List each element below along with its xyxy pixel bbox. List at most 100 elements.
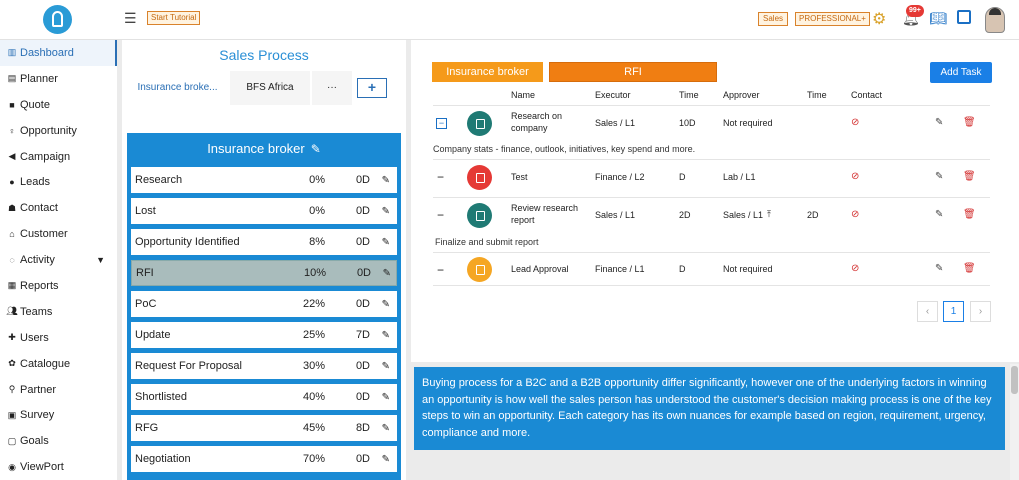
- task-name: Research on company: [511, 111, 563, 133]
- tab-more[interactable]: ···: [312, 71, 352, 105]
- sidebar-item-partner[interactable]: ⚲ Partner: [0, 377, 117, 403]
- add-task-button[interactable]: Add Task: [930, 62, 992, 83]
- edit-icon[interactable]: ✎: [935, 117, 944, 128]
- approver-time: 2D: [807, 210, 819, 220]
- edit-icon[interactable]: ✎: [381, 236, 390, 248]
- stage-percent: 8%: [309, 236, 325, 248]
- gear-icon[interactable]: ⚙: [872, 11, 887, 28]
- window-icon[interactable]: [957, 10, 971, 24]
- stage-days: 0D: [355, 391, 370, 403]
- sidebar-item-opportunity[interactable]: ♀ Opportunity: [0, 118, 117, 144]
- edit-icon[interactable]: ✎: [935, 263, 944, 274]
- tab-bfs-africa[interactable]: BFS Africa: [230, 71, 310, 105]
- stage-percent: 45%: [302, 422, 325, 434]
- task-approver: Not required: [723, 118, 773, 128]
- edit-icon[interactable]: ✎: [381, 360, 390, 372]
- stage-days: 0D: [355, 174, 370, 186]
- pager-prev-button[interactable]: ‹: [917, 301, 938, 322]
- sales-tag[interactable]: Sales: [758, 12, 789, 26]
- avatar[interactable]: [985, 7, 1005, 33]
- briefcase-icon: ■: [9, 99, 15, 110]
- no-contact-icon[interactable]: ⊘: [851, 171, 860, 182]
- stage-row[interactable]: Negotiation 70% 0D ✎: [131, 446, 397, 472]
- edit-icon[interactable]: ✎: [381, 298, 390, 310]
- edit-icon[interactable]: ✎: [381, 391, 390, 403]
- edit-icon[interactable]: ✎: [382, 267, 391, 279]
- sidebar-item-dashboard[interactable]: ▥ Dashboard: [0, 40, 117, 66]
- planner-icon: ▤: [7, 73, 17, 84]
- task-node-icon: [467, 165, 492, 190]
- table-row[interactable]: − Lead Approval Finance / L1 D Not requi…: [433, 252, 990, 286]
- stage-percent: 25%: [302, 329, 325, 341]
- chevron-down-icon[interactable]: ▼: [96, 255, 105, 266]
- current-process-label: Insurance broker: [432, 62, 543, 82]
- sidebar-item-label: Planner: [20, 72, 58, 85]
- pager-next-button[interactable]: ›: [970, 301, 991, 322]
- no-contact-icon[interactable]: ⊘: [851, 117, 860, 128]
- menu-toggle-icon[interactable]: ☰: [124, 10, 137, 26]
- sidebar-item-leads[interactable]: ● Leads: [0, 169, 117, 195]
- table-row[interactable]: − Test Finance / L2 D Lab / L1 ⊘ ✎ 🗑︎: [433, 159, 990, 193]
- sidebar-item-catalogue[interactable]: ✿ Catalogue: [0, 351, 117, 377]
- edit-icon[interactable]: ✎: [935, 171, 944, 182]
- book-icon[interactable]: 📖︎: [929, 10, 947, 26]
- stage-row[interactable]: Opportunity Identified 8% 0D ✎: [131, 229, 397, 255]
- add-process-button[interactable]: +: [357, 78, 387, 98]
- trash-icon[interactable]: 🗑︎: [963, 209, 976, 220]
- edit-icon[interactable]: ✎: [381, 205, 390, 217]
- upload-icon[interactable]: ⤒: [767, 209, 771, 219]
- pager-page-button[interactable]: 1: [943, 301, 964, 322]
- start-tutorial-button[interactable]: Start Tutorial: [147, 11, 201, 25]
- stage-list: Insurance broker ✎ Research 0% 0D ✎ Lost 0% 0D…: [127, 133, 401, 480]
- sidebar-item-users[interactable]: ✚ Users: [0, 325, 117, 351]
- trash-icon[interactable]: 🗑︎: [963, 263, 976, 274]
- stage-days: 0D: [355, 360, 370, 372]
- sidebar-item-planner[interactable]: ▤ Planner: [0, 66, 117, 92]
- sidebar-item-activity[interactable]: ◌ Activity ▼: [0, 247, 117, 273]
- stage-row[interactable]: Research 0% 0D ✎: [131, 167, 397, 193]
- sidebar-item-contact[interactable]: ☗ Contact: [0, 195, 117, 221]
- sidebar-item-teams[interactable]: 👥︎ Teams: [0, 299, 117, 325]
- sidebar-item-customer[interactable]: ⌂ Customer: [0, 221, 117, 247]
- dash-icon: −: [437, 170, 445, 184]
- sidebar-item-goals[interactable]: ▢ Goals: [0, 428, 117, 454]
- sidebar-item-campaign[interactable]: ◀ Campaign: [0, 144, 117, 170]
- scrollbar-thumb[interactable]: [1011, 366, 1018, 394]
- plan-tag[interactable]: PROFESSIONAL+: [795, 12, 870, 26]
- add-user-icon: ✚: [8, 332, 16, 343]
- edit-icon[interactable]: ✎: [935, 209, 944, 220]
- stage-row[interactable]: Shortlisted 40% 0D ✎: [131, 384, 397, 410]
- stage-row[interactable]: Request For Proposal 30% 0D ✎: [131, 353, 397, 379]
- edit-icon[interactable]: ✎: [381, 174, 390, 186]
- trash-icon[interactable]: 🗑︎: [963, 171, 976, 182]
- task-time: D: [679, 172, 686, 182]
- edit-icon[interactable]: ✎: [381, 453, 390, 465]
- no-contact-icon[interactable]: ⊘: [851, 209, 860, 220]
- stage-row[interactable]: Update 25% 7D ✎: [131, 322, 397, 348]
- trash-icon[interactable]: 🗑︎: [963, 117, 976, 128]
- stage-row[interactable]: RFG 45% 8D ✎: [131, 415, 397, 441]
- stage-days: 0D: [355, 298, 370, 310]
- sidebar-item-quote[interactable]: ■ Quote: [0, 92, 117, 118]
- tab-insurance-broker[interactable]: Insurance broke...: [127, 71, 228, 105]
- stage-name: PoC: [135, 298, 157, 310]
- column-header: Name: [511, 90, 536, 100]
- edit-icon[interactable]: ✎: [381, 422, 390, 434]
- task-approver: Not required: [723, 264, 773, 274]
- stage-row[interactable]: PoC 22% 0D ✎: [131, 291, 397, 317]
- stage-row-selected[interactable]: RFI 10% 0D ✎: [131, 260, 397, 286]
- sidebar-item-reports[interactable]: ▦ Reports: [0, 273, 117, 299]
- collapse-icon[interactable]: −: [436, 118, 447, 129]
- scrollbar[interactable]: [1010, 364, 1019, 480]
- stage-row[interactable]: Lost 0% 0D ✎: [131, 198, 397, 224]
- sidebar-item-viewport[interactable]: ◉ ViewPort: [0, 454, 117, 480]
- sidebar-item-survey[interactable]: ▣ Survey: [0, 402, 117, 428]
- table-row[interactable]: − Research on company Sales / L1 10D Not…: [433, 105, 990, 139]
- edit-icon[interactable]: ✎: [381, 329, 390, 341]
- no-contact-icon[interactable]: ⊘: [851, 263, 860, 274]
- top-bar: ☰ Start Tutorial Sales PROFESSIONAL+ ⚙ 🔔…: [0, 0, 1019, 40]
- app-logo[interactable]: [43, 5, 72, 34]
- sidebar-item-label: Activity: [20, 254, 55, 267]
- table-row[interactable]: − Review research report Sales / L1 2D S…: [433, 197, 990, 231]
- edit-icon[interactable]: ✎: [310, 142, 321, 156]
